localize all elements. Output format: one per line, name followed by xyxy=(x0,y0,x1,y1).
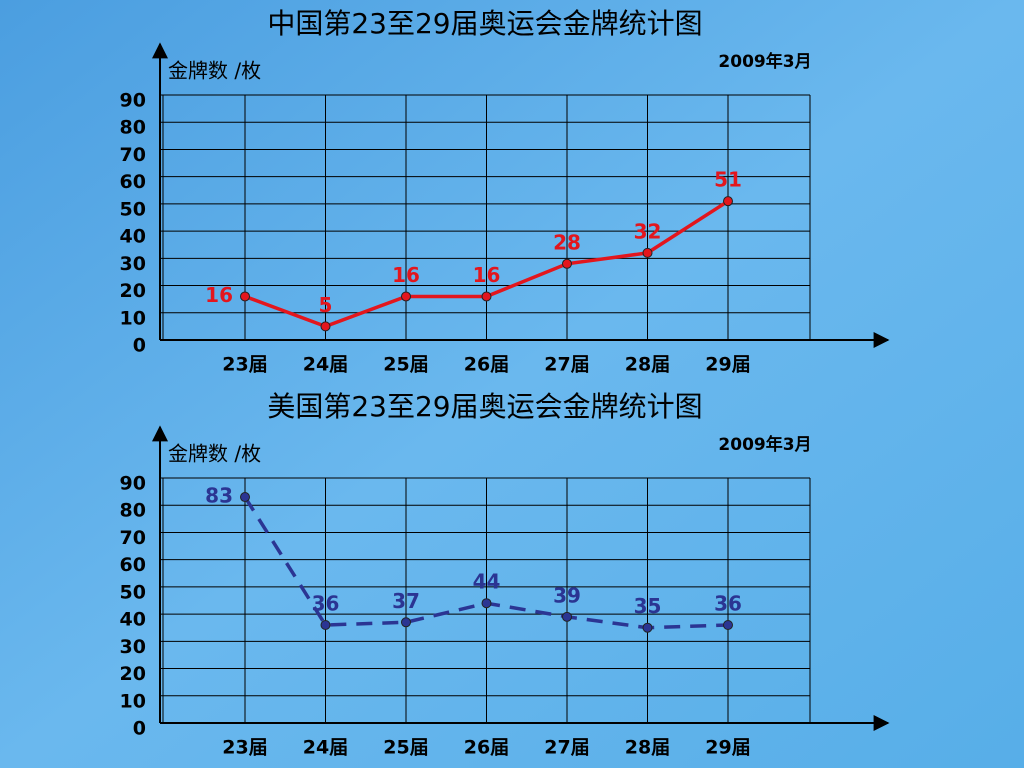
data-point xyxy=(240,291,250,302)
y-tick-label: 90 xyxy=(120,473,146,495)
x-tick-label: 26届 xyxy=(464,737,509,759)
data-label: 16 xyxy=(205,283,233,307)
y-tick-label: 60 xyxy=(120,171,146,193)
x-tick-label: 27届 xyxy=(544,737,589,759)
y-tick-label: 20 xyxy=(120,280,146,302)
y-tick-label: 90 xyxy=(120,90,146,112)
note: 2009年3月 xyxy=(718,434,811,455)
y-tick-label: 50 xyxy=(120,581,146,603)
y-tick-label: 10 xyxy=(120,307,146,329)
x-tick-label: 23届 xyxy=(222,737,267,759)
data-label: 16 xyxy=(473,263,501,287)
y-axis-label: 金牌数 /枚 xyxy=(168,442,261,466)
y-tick-label: 80 xyxy=(120,117,146,139)
y-tick-label: 70 xyxy=(120,144,146,166)
data-point xyxy=(481,291,492,302)
x-tick-label: 28届 xyxy=(625,354,670,376)
x-tick-label: 29届 xyxy=(705,354,750,376)
y-tick-label: 30 xyxy=(120,253,146,275)
x-tick-label: 25届 xyxy=(383,737,428,759)
x-tick-label: 28届 xyxy=(625,737,670,759)
y-tick-label: 30 xyxy=(120,636,146,658)
y-tick-label: 60 xyxy=(120,554,146,576)
data-label: 39 xyxy=(553,583,581,607)
data-label: 35 xyxy=(634,594,662,618)
y-tick-label: 0 xyxy=(133,718,146,740)
data-point xyxy=(240,492,250,503)
data-label: 51 xyxy=(714,168,742,192)
y-tick-label: 80 xyxy=(120,500,146,522)
note: 2009年3月 xyxy=(718,51,811,72)
data-label: 5 xyxy=(319,293,333,317)
data-label: 83 xyxy=(205,484,233,508)
y-tick-label: 20 xyxy=(120,663,146,685)
data-point xyxy=(481,598,492,609)
data-label: 36 xyxy=(714,592,742,616)
y-tick-label: 50 xyxy=(120,198,146,220)
y-tick-label: 0 xyxy=(133,335,146,357)
data-label: 32 xyxy=(634,219,662,243)
y-tick-label: 70 xyxy=(120,527,146,549)
x-tick-label: 27届 xyxy=(544,354,589,376)
data-point xyxy=(401,291,411,302)
chart-title: 美国第23至29届奥运会金牌统计图 xyxy=(267,390,702,423)
data-label: 16 xyxy=(392,263,420,287)
data-label: 28 xyxy=(553,230,581,254)
data-point xyxy=(562,611,572,622)
x-tick-label: 25届 xyxy=(383,354,428,376)
x-tick-label: 24届 xyxy=(303,737,348,759)
data-label: 44 xyxy=(473,570,501,594)
x-tick-label: 23届 xyxy=(222,354,267,376)
data-label: 36 xyxy=(312,592,340,616)
y-tick-label: 40 xyxy=(120,226,146,248)
data-point xyxy=(723,620,733,630)
data-point xyxy=(320,620,331,630)
y-axis-label: 金牌数 /枚 xyxy=(168,59,261,83)
data-point xyxy=(562,258,572,269)
x-tick-label: 24届 xyxy=(303,354,348,376)
data-point xyxy=(320,321,331,332)
data-point xyxy=(723,196,733,207)
y-tick-label: 10 xyxy=(120,690,146,712)
y-tick-label: 40 xyxy=(120,609,146,631)
data-label: 37 xyxy=(392,589,420,613)
chart-title: 中国第23至29届奥运会金牌统计图 xyxy=(267,7,702,40)
x-tick-label: 26届 xyxy=(464,354,509,376)
x-tick-label: 29届 xyxy=(705,737,750,759)
data-point xyxy=(642,622,653,633)
data-point xyxy=(642,247,653,258)
data-point xyxy=(401,617,411,628)
